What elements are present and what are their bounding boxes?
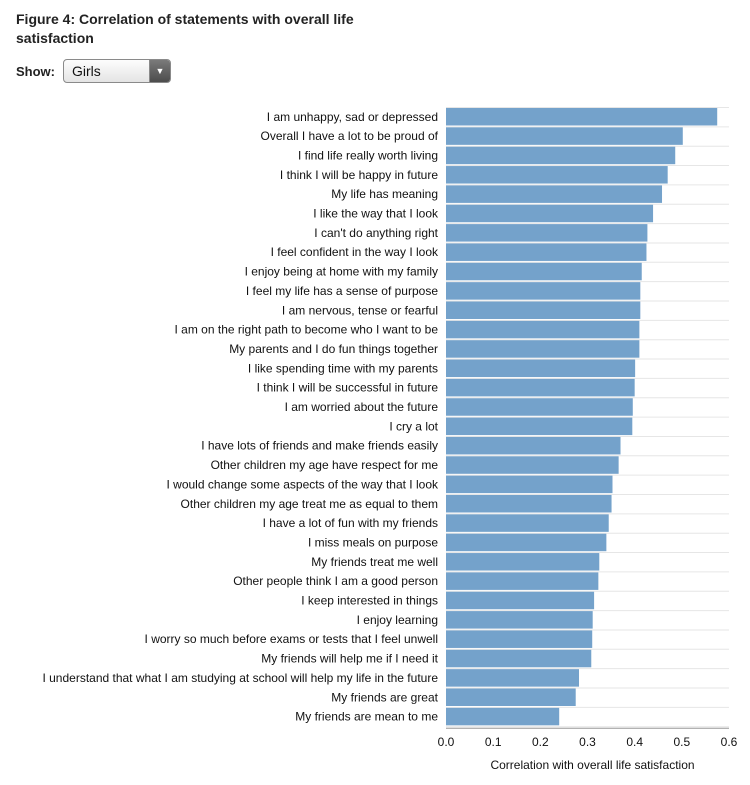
category-label: I understand that what I am studying at … [42, 671, 438, 685]
figure-title: Figure 4: Correlation of statements with… [16, 11, 354, 46]
x-tick-label: 0.4 [626, 735, 643, 749]
x-tick-label: 0.2 [532, 735, 549, 749]
bar[interactable] [446, 108, 718, 126]
category-label: I have a lot of fun with my friends [263, 516, 438, 530]
category-label: I cry a lot [389, 419, 438, 433]
category-label: I would change some aspects of the way t… [167, 477, 439, 491]
category-label: I feel confident in the way I look [271, 245, 439, 259]
category-label: My life has meaning [331, 187, 438, 201]
category-label: I keep interested in things [301, 594, 438, 608]
bar[interactable] [446, 359, 636, 378]
category-label: I enjoy being at home with my family [245, 265, 438, 279]
category-label: My friends will help me if I need it [261, 652, 438, 666]
bar[interactable] [446, 533, 607, 552]
bar[interactable] [446, 611, 593, 629]
bar[interactable] [446, 127, 683, 145]
category-label: I am worried about the future [285, 400, 439, 414]
bar[interactable] [446, 495, 612, 513]
x-tick-label: 0.1 [485, 735, 502, 749]
show-label: Show: [16, 63, 55, 79]
bar[interactable] [446, 553, 600, 571]
bar[interactable] [446, 707, 560, 726]
bar[interactable] [446, 456, 619, 474]
bar[interactable] [446, 591, 595, 610]
category-label: I feel my life has a sense of purpose [246, 284, 438, 298]
bar[interactable] [446, 630, 593, 648]
bar[interactable] [446, 146, 676, 165]
bar[interactable] [446, 572, 599, 590]
category-label: I like the way that I look [313, 207, 439, 221]
category-label: Other children my age treat me as equal … [181, 497, 438, 511]
x-axis-title: Correlation with overall life satisfacti… [490, 758, 694, 772]
group-select-value: Girls [72, 63, 101, 79]
bar[interactable] [446, 262, 642, 281]
category-label: My friends are mean to me [295, 710, 438, 724]
category-label: Other people think I am a good person [233, 574, 438, 588]
category-label: I am unhappy, sad or depressed [267, 110, 438, 124]
bar[interactable] [446, 204, 654, 223]
category-label: I am on the right path to become who I w… [175, 323, 439, 337]
bars [446, 108, 718, 726]
category-label: I like spending time with my parents [248, 361, 438, 375]
category-label: I worry so much before exams or tests th… [145, 632, 438, 646]
bar[interactable] [446, 224, 648, 242]
bar[interactable] [446, 166, 668, 184]
group-select[interactable]: Girls ▼ [63, 59, 171, 83]
category-label: I am nervous, tense or fearful [282, 303, 438, 317]
x-tick-label: 0.6 [721, 735, 738, 749]
category-label: My friends are great [331, 690, 438, 704]
bar[interactable] [446, 688, 576, 707]
category-label: Overall I have a lot to be proud of [261, 129, 439, 143]
category-label: I can't do anything right [314, 226, 438, 240]
triangle-down-icon[interactable]: ▼ [149, 60, 170, 82]
x-tick-label: 0.3 [579, 735, 596, 749]
category-label: I miss meals on purpose [308, 535, 438, 549]
category-label: I enjoy learning [357, 613, 438, 627]
bar[interactable] [446, 514, 609, 532]
category-label: I think I will be happy in future [280, 168, 438, 182]
show-filter: Show: Girls ▼ [16, 58, 171, 84]
bar[interactable] [446, 417, 633, 436]
bar[interactable] [446, 340, 640, 358]
bar[interactable] [446, 185, 663, 203]
bar[interactable] [446, 669, 580, 687]
bar[interactable] [446, 282, 641, 300]
category-label: My parents and I do fun things together [229, 342, 438, 356]
bar[interactable] [446, 475, 613, 494]
category-label: I find life really worth living [298, 148, 438, 162]
bar[interactable] [446, 398, 633, 416]
bar[interactable] [446, 243, 647, 261]
category-label: Other children my age have respect for m… [211, 458, 439, 472]
category-labels: I am unhappy, sad or depressed Overall I … [42, 110, 439, 724]
x-axis: 0.0 0.1 0.2 0.3 0.4 0.5 0.6 [438, 727, 738, 749]
x-tick-label: 0.5 [673, 735, 690, 749]
bar[interactable] [446, 436, 621, 455]
bar[interactable] [446, 378, 635, 397]
category-label: I think I will be successful in future [257, 381, 439, 395]
bar[interactable] [446, 320, 640, 339]
x-tick-label: 0.0 [438, 735, 455, 749]
bar[interactable] [446, 301, 641, 320]
category-label: My friends treat me well [311, 555, 438, 569]
gridlines [446, 107, 729, 728]
bar[interactable] [446, 649, 592, 668]
category-label: I have lots of friends and make friends … [201, 439, 438, 453]
